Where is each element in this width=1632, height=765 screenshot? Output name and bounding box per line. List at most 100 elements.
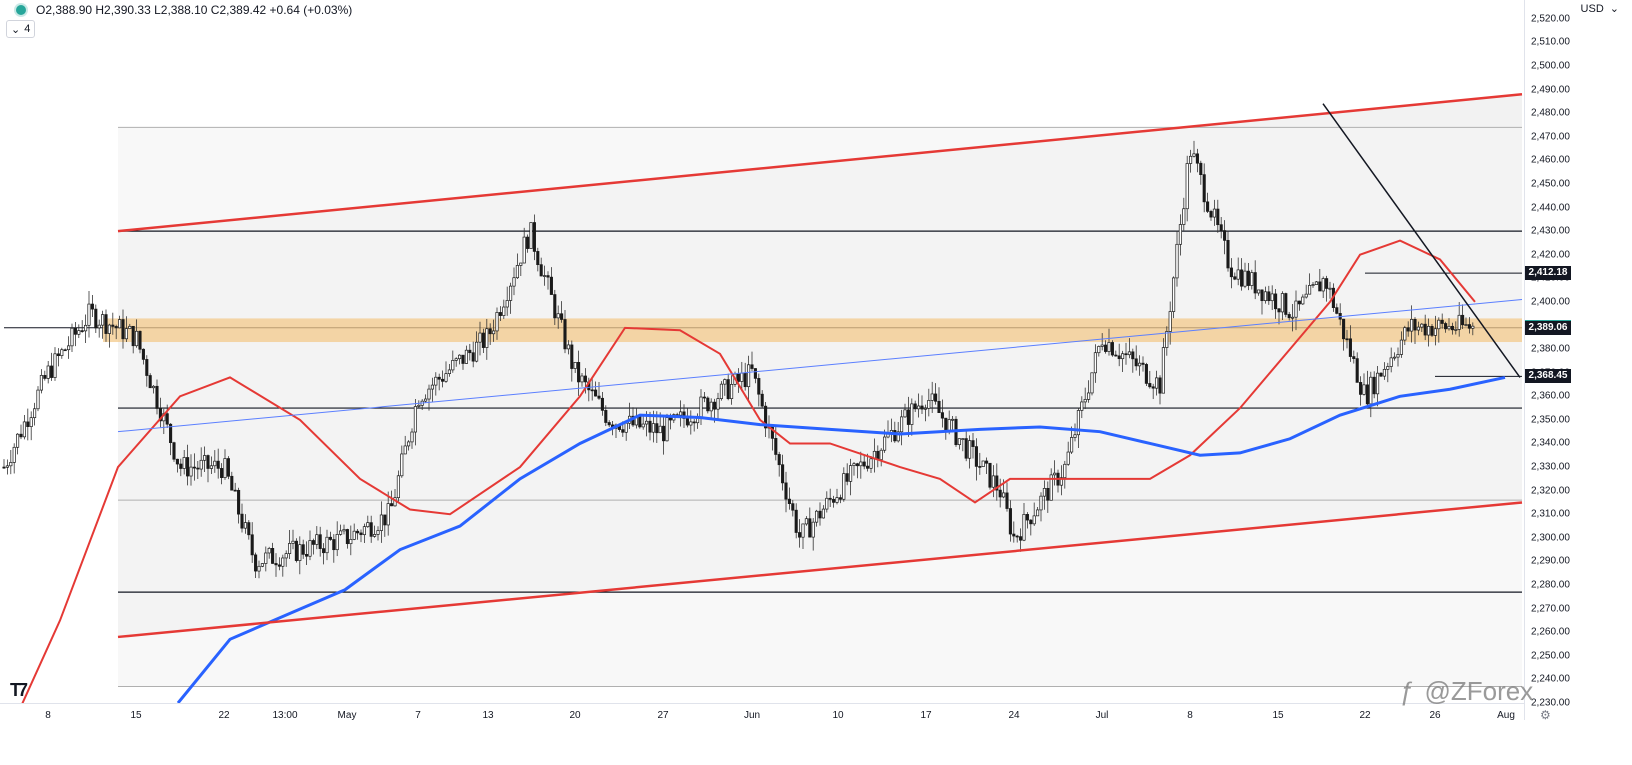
candle-body	[502, 306, 506, 316]
time-tick-label: 22	[1359, 710, 1371, 721]
candle-body	[135, 330, 139, 347]
candle-body	[600, 397, 604, 411]
time-tick-label: 13	[482, 710, 494, 721]
candle-body	[39, 375, 43, 391]
watermark-handle: @ZForex	[1424, 676, 1534, 706]
candle-body	[706, 397, 710, 412]
candle-body	[998, 489, 1002, 498]
candle-body	[1450, 325, 1454, 331]
candle-body	[951, 418, 955, 421]
candle-body	[158, 408, 162, 422]
candle-body	[750, 364, 754, 369]
ma-red-line	[21, 239, 1476, 703]
candle-body	[97, 324, 101, 329]
price-tick-label: 2,270.00	[1531, 603, 1570, 615]
candle-body	[325, 536, 329, 554]
candle-body	[1246, 270, 1250, 286]
candle-body	[1420, 323, 1424, 328]
price-marker-label: 2,389.06	[1525, 320, 1571, 335]
candle-body	[1270, 293, 1274, 302]
price-axis[interactable]: USD ⌄ 2,520.00 2,510.00 2,500.00 2,490.00 2,…	[1524, 0, 1632, 720]
candle-body	[424, 398, 428, 402]
candle-body	[267, 548, 271, 554]
candle-body	[1155, 377, 1159, 389]
candle-body	[573, 361, 577, 369]
price-tick-label: 2,340.00	[1531, 437, 1570, 449]
candle-body	[1461, 314, 1465, 326]
price-tick-label: 2,380.00	[1531, 343, 1570, 355]
candle-body	[1209, 211, 1213, 218]
candle-body	[1471, 325, 1475, 329]
candle-body	[220, 468, 224, 478]
candle-body	[1073, 434, 1077, 438]
candle-body	[356, 530, 360, 534]
currency-select[interactable]: USD ⌄	[1581, 2, 1619, 16]
candle-body	[70, 327, 74, 347]
candle-body	[1042, 488, 1046, 497]
candle-body	[1250, 272, 1254, 286]
candle-body	[104, 314, 108, 334]
time-tick-label: 17	[920, 710, 932, 721]
candle-body	[475, 341, 479, 362]
candle-body	[1070, 437, 1074, 453]
candle-body	[186, 457, 190, 477]
candle-body	[237, 489, 241, 515]
candle-body	[1104, 344, 1108, 352]
candle-body	[828, 497, 832, 500]
gear-icon[interactable]: ⚙	[1540, 708, 1551, 722]
market-open-icon	[16, 5, 26, 15]
channel-lower-line	[117, 501, 1523, 639]
candle-body	[155, 385, 159, 409]
candle-body	[118, 319, 122, 329]
candle-body	[597, 395, 601, 399]
candle-body	[1134, 358, 1138, 367]
candle-body	[53, 353, 57, 378]
candle-body	[124, 328, 128, 340]
price-tick-label: 2,350.00	[1531, 414, 1570, 426]
candle-body	[213, 460, 217, 467]
candle-body	[1345, 338, 1349, 341]
candle-body	[1216, 208, 1220, 226]
candle-body	[437, 376, 441, 380]
candle-body	[1454, 329, 1458, 331]
candle-body	[1093, 352, 1097, 374]
candle-body	[791, 503, 795, 511]
candle-body	[685, 418, 689, 426]
candle-body	[308, 540, 312, 557]
candle-body	[852, 463, 856, 466]
candle-body	[988, 462, 992, 488]
indicators-toggle-button[interactable]: ⌄ 4	[6, 20, 36, 38]
candle-body	[101, 314, 105, 326]
candle-body	[1342, 318, 1346, 340]
price-tick-label: 2,250.00	[1531, 650, 1570, 662]
candle-body	[906, 409, 910, 425]
price-tick-label: 2,240.00	[1531, 673, 1570, 685]
candle-body	[80, 330, 84, 332]
price-tick-label: 2,310.00	[1531, 508, 1570, 520]
candle-body	[753, 368, 757, 379]
chart-canvas[interactable]	[0, 0, 1524, 703]
time-tick-label: 22	[218, 710, 230, 721]
candle-body	[1321, 278, 1325, 292]
indicator-count: 4	[24, 23, 31, 35]
candle-body	[716, 398, 720, 410]
candle-body	[1297, 300, 1301, 305]
candle-body	[1328, 287, 1332, 290]
time-axis[interactable]: 8 15 22 13:00 May 7 13 20 27 Jun 10 17 24 Jul 8 15 22 26 A…	[0, 703, 1524, 726]
ma-blue-line	[176, 375, 1506, 703]
candle-body	[862, 461, 866, 467]
tradingview-logo-icon[interactable]: T7	[10, 680, 28, 700]
candle-body	[1182, 208, 1186, 225]
candle-body	[192, 466, 196, 469]
price-tick-label: 2,330.00	[1531, 461, 1570, 473]
candle-body	[665, 417, 669, 442]
candle-body	[216, 460, 220, 469]
candle-body	[488, 328, 492, 335]
candle-body	[1019, 536, 1023, 541]
candle-body	[804, 518, 808, 525]
candle-body	[1267, 291, 1271, 302]
time-tick-label: Aug	[1497, 710, 1515, 721]
candle-body	[1185, 163, 1189, 210]
candle-body	[495, 312, 499, 332]
price-tick-label: 2,510.00	[1531, 36, 1570, 48]
